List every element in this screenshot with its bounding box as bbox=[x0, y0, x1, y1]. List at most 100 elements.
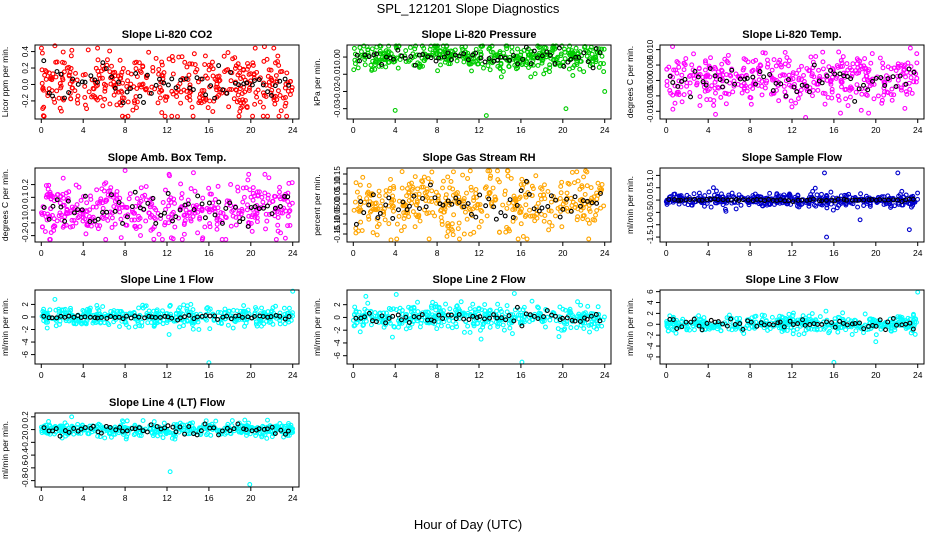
data-point bbox=[413, 202, 419, 208]
data-point bbox=[49, 88, 55, 94]
data-point bbox=[591, 56, 597, 62]
mean-point bbox=[560, 206, 566, 212]
data-point bbox=[182, 220, 187, 226]
data-point bbox=[139, 319, 145, 325]
data-point bbox=[487, 168, 493, 174]
data-point bbox=[835, 64, 841, 70]
data-point bbox=[863, 193, 869, 199]
mean-point bbox=[520, 56, 526, 62]
data-point bbox=[67, 69, 73, 75]
mean-point bbox=[79, 207, 85, 213]
data-point bbox=[158, 216, 163, 221]
mean-point bbox=[277, 204, 283, 209]
data-point bbox=[796, 77, 802, 83]
data-point bbox=[743, 83, 748, 89]
data-point bbox=[353, 230, 359, 236]
mean-point bbox=[679, 79, 685, 84]
data-point bbox=[412, 224, 418, 230]
data-point bbox=[471, 198, 477, 203]
data-point bbox=[99, 68, 104, 74]
data-point bbox=[798, 87, 804, 93]
x-tick-label: 20 bbox=[871, 370, 881, 380]
data-point bbox=[117, 57, 123, 63]
data-point bbox=[822, 91, 828, 97]
data-point bbox=[207, 191, 213, 197]
data-point bbox=[769, 67, 775, 73]
data-point bbox=[289, 200, 295, 206]
data-point bbox=[481, 65, 486, 71]
data-point bbox=[389, 199, 395, 205]
mean-point bbox=[882, 83, 888, 88]
data-point bbox=[272, 101, 278, 107]
data-point bbox=[214, 226, 220, 232]
data-point bbox=[696, 66, 702, 72]
data-point bbox=[895, 77, 901, 83]
data-point bbox=[104, 57, 110, 63]
mean-point bbox=[386, 195, 392, 201]
data-point bbox=[84, 106, 90, 112]
data-point bbox=[237, 65, 243, 71]
data-point bbox=[197, 215, 203, 221]
data-point bbox=[40, 224, 45, 230]
data-point bbox=[217, 77, 223, 83]
mean-point bbox=[112, 208, 118, 214]
data-point bbox=[53, 74, 59, 80]
data-point bbox=[511, 291, 517, 296]
data-point bbox=[867, 83, 873, 89]
data-point bbox=[230, 213, 236, 219]
data-point bbox=[225, 322, 231, 328]
mean-point bbox=[195, 193, 201, 199]
mean-point bbox=[453, 195, 459, 201]
data-point bbox=[80, 209, 86, 215]
outlier-point bbox=[713, 111, 718, 117]
data-point bbox=[244, 207, 250, 213]
y-tick-label: 0.5 bbox=[646, 182, 655, 194]
y-tick-label: 0 bbox=[21, 314, 30, 319]
data-point bbox=[108, 81, 114, 87]
data-point bbox=[406, 190, 412, 196]
mean-point bbox=[116, 199, 122, 205]
data-point bbox=[485, 63, 491, 69]
data-point bbox=[374, 232, 380, 238]
data-point bbox=[240, 97, 246, 103]
data-point bbox=[214, 87, 220, 93]
data-point bbox=[795, 96, 801, 102]
figure-title: SPL_121201 Slope Diagnostics bbox=[376, 1, 560, 16]
y-tick-label: 0.0 bbox=[21, 204, 30, 216]
data-point bbox=[265, 417, 270, 423]
data-point bbox=[529, 213, 535, 219]
mean-point bbox=[153, 82, 159, 88]
mean-point bbox=[823, 197, 829, 203]
data-point bbox=[414, 52, 420, 58]
data-point bbox=[571, 180, 577, 186]
data-point bbox=[504, 205, 510, 211]
data-point bbox=[822, 101, 828, 107]
data-point bbox=[255, 193, 261, 199]
outlier-point bbox=[906, 227, 912, 233]
mean-point bbox=[753, 81, 759, 87]
data-point bbox=[509, 44, 515, 50]
data-point bbox=[222, 69, 228, 75]
data-point bbox=[839, 63, 845, 69]
data-point bbox=[849, 332, 855, 337]
x-tick-label: 12 bbox=[787, 370, 797, 380]
data-point bbox=[690, 72, 696, 78]
data-point bbox=[561, 46, 567, 52]
data-point bbox=[813, 54, 819, 59]
data-point bbox=[264, 56, 270, 62]
data-point bbox=[891, 92, 897, 98]
data-point bbox=[284, 113, 290, 119]
outlier-point bbox=[915, 289, 921, 295]
outlier-point bbox=[483, 113, 489, 119]
mean-point bbox=[757, 69, 763, 75]
data-point bbox=[725, 52, 731, 58]
data-point bbox=[504, 303, 510, 309]
data-point bbox=[269, 87, 275, 93]
x-tick-label: 20 bbox=[871, 125, 881, 135]
data-point bbox=[702, 88, 708, 94]
data-point bbox=[681, 67, 687, 73]
data-point bbox=[74, 209, 80, 215]
data-point bbox=[225, 50, 231, 56]
data-point bbox=[166, 197, 172, 203]
mean-point bbox=[557, 214, 563, 220]
